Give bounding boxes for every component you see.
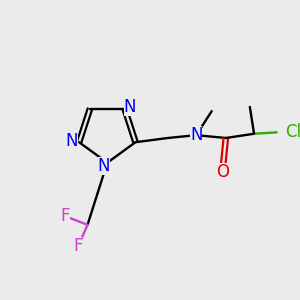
Text: N: N — [66, 132, 78, 150]
Text: N: N — [124, 98, 136, 116]
Text: N: N — [98, 157, 110, 175]
Text: N: N — [190, 126, 203, 144]
Text: Cl: Cl — [285, 123, 300, 141]
Text: F: F — [73, 237, 82, 255]
Text: F: F — [60, 207, 70, 225]
Text: O: O — [217, 164, 230, 181]
